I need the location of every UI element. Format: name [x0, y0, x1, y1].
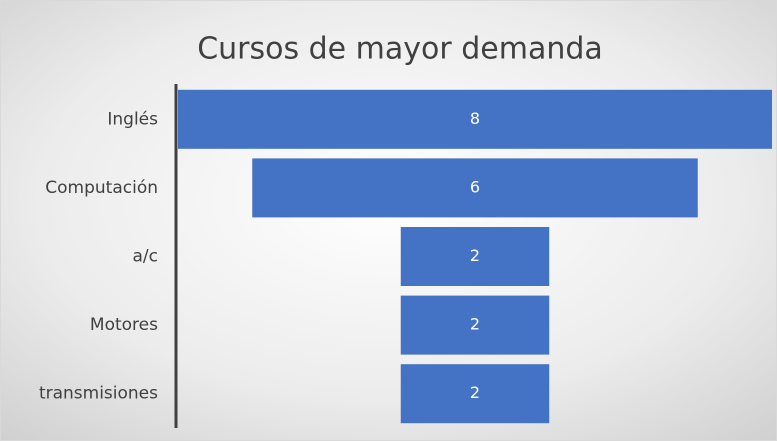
- bar: [400, 364, 550, 424]
- bar: [400, 295, 550, 355]
- data-label: 8: [470, 109, 480, 128]
- data-label: 2: [470, 315, 480, 334]
- category-label: transmisiones: [39, 384, 158, 404]
- bar: [178, 89, 772, 149]
- category-label: Inglés: [107, 109, 158, 129]
- category-label: Motores: [90, 315, 158, 335]
- chart-title: Cursos de mayor demanda: [197, 32, 603, 67]
- category-label: a/c: [133, 247, 159, 267]
- category-label: Computación: [45, 178, 158, 198]
- bar: [400, 227, 550, 286]
- bar: [252, 158, 698, 218]
- data-label: 2: [470, 383, 480, 402]
- data-label: 2: [470, 246, 480, 265]
- data-label: 6: [470, 177, 480, 196]
